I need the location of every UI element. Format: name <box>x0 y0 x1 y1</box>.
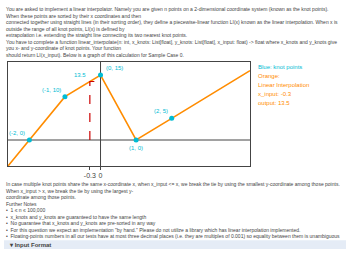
svg-text:x_input: -0.3: x_input: -0.3 <box>258 91 292 97</box>
svg-text:(2, 5): (2, 5) <box>154 108 168 114</box>
svg-text:-0.3: -0.3 <box>84 172 96 179</box>
svg-text:(1, 0): (1, 0) <box>129 145 143 151</box>
svg-text:Blue: knot points: Blue: knot points <box>258 64 302 70</box>
svg-text:▾ Input Format: ▾ Input Format <box>9 242 51 248</box>
svg-text:13.5: 13.5 <box>74 72 86 78</box>
svg-text:0: 0 <box>99 172 103 179</box>
svg-text:(-2, 0): (-2, 0) <box>9 130 25 136</box>
svg-text:output: 13.5: output: 13.5 <box>258 100 290 106</box>
svg-text:(0, 15): (0, 15) <box>106 65 123 71</box>
svg-text:Orange:: Orange: <box>258 73 280 79</box>
svg-text:(-1, 10): (-1, 10) <box>42 87 61 93</box>
svg-text:You are asked to implement a l: You are asked to implement a linear inte… <box>6 6 338 58</box>
svg-text:Linear Interpolation: Linear Interpolation <box>258 82 309 88</box>
svg-text:In case multiple knot points s: In case multiple knot points share the s… <box>6 181 340 239</box>
